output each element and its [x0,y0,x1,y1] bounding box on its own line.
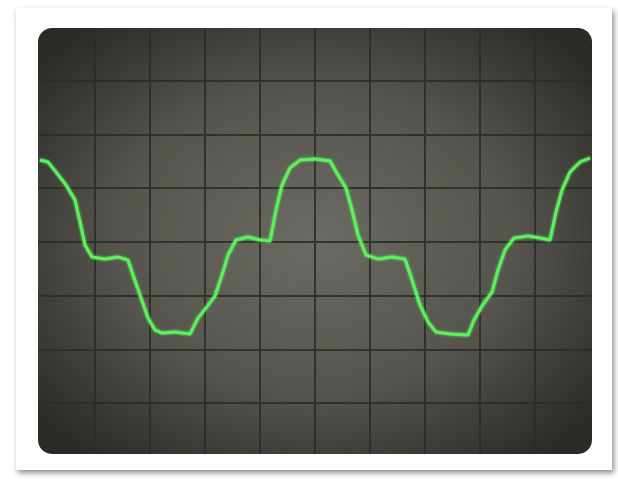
graticule [38,28,592,454]
waveform [39,156,591,337]
